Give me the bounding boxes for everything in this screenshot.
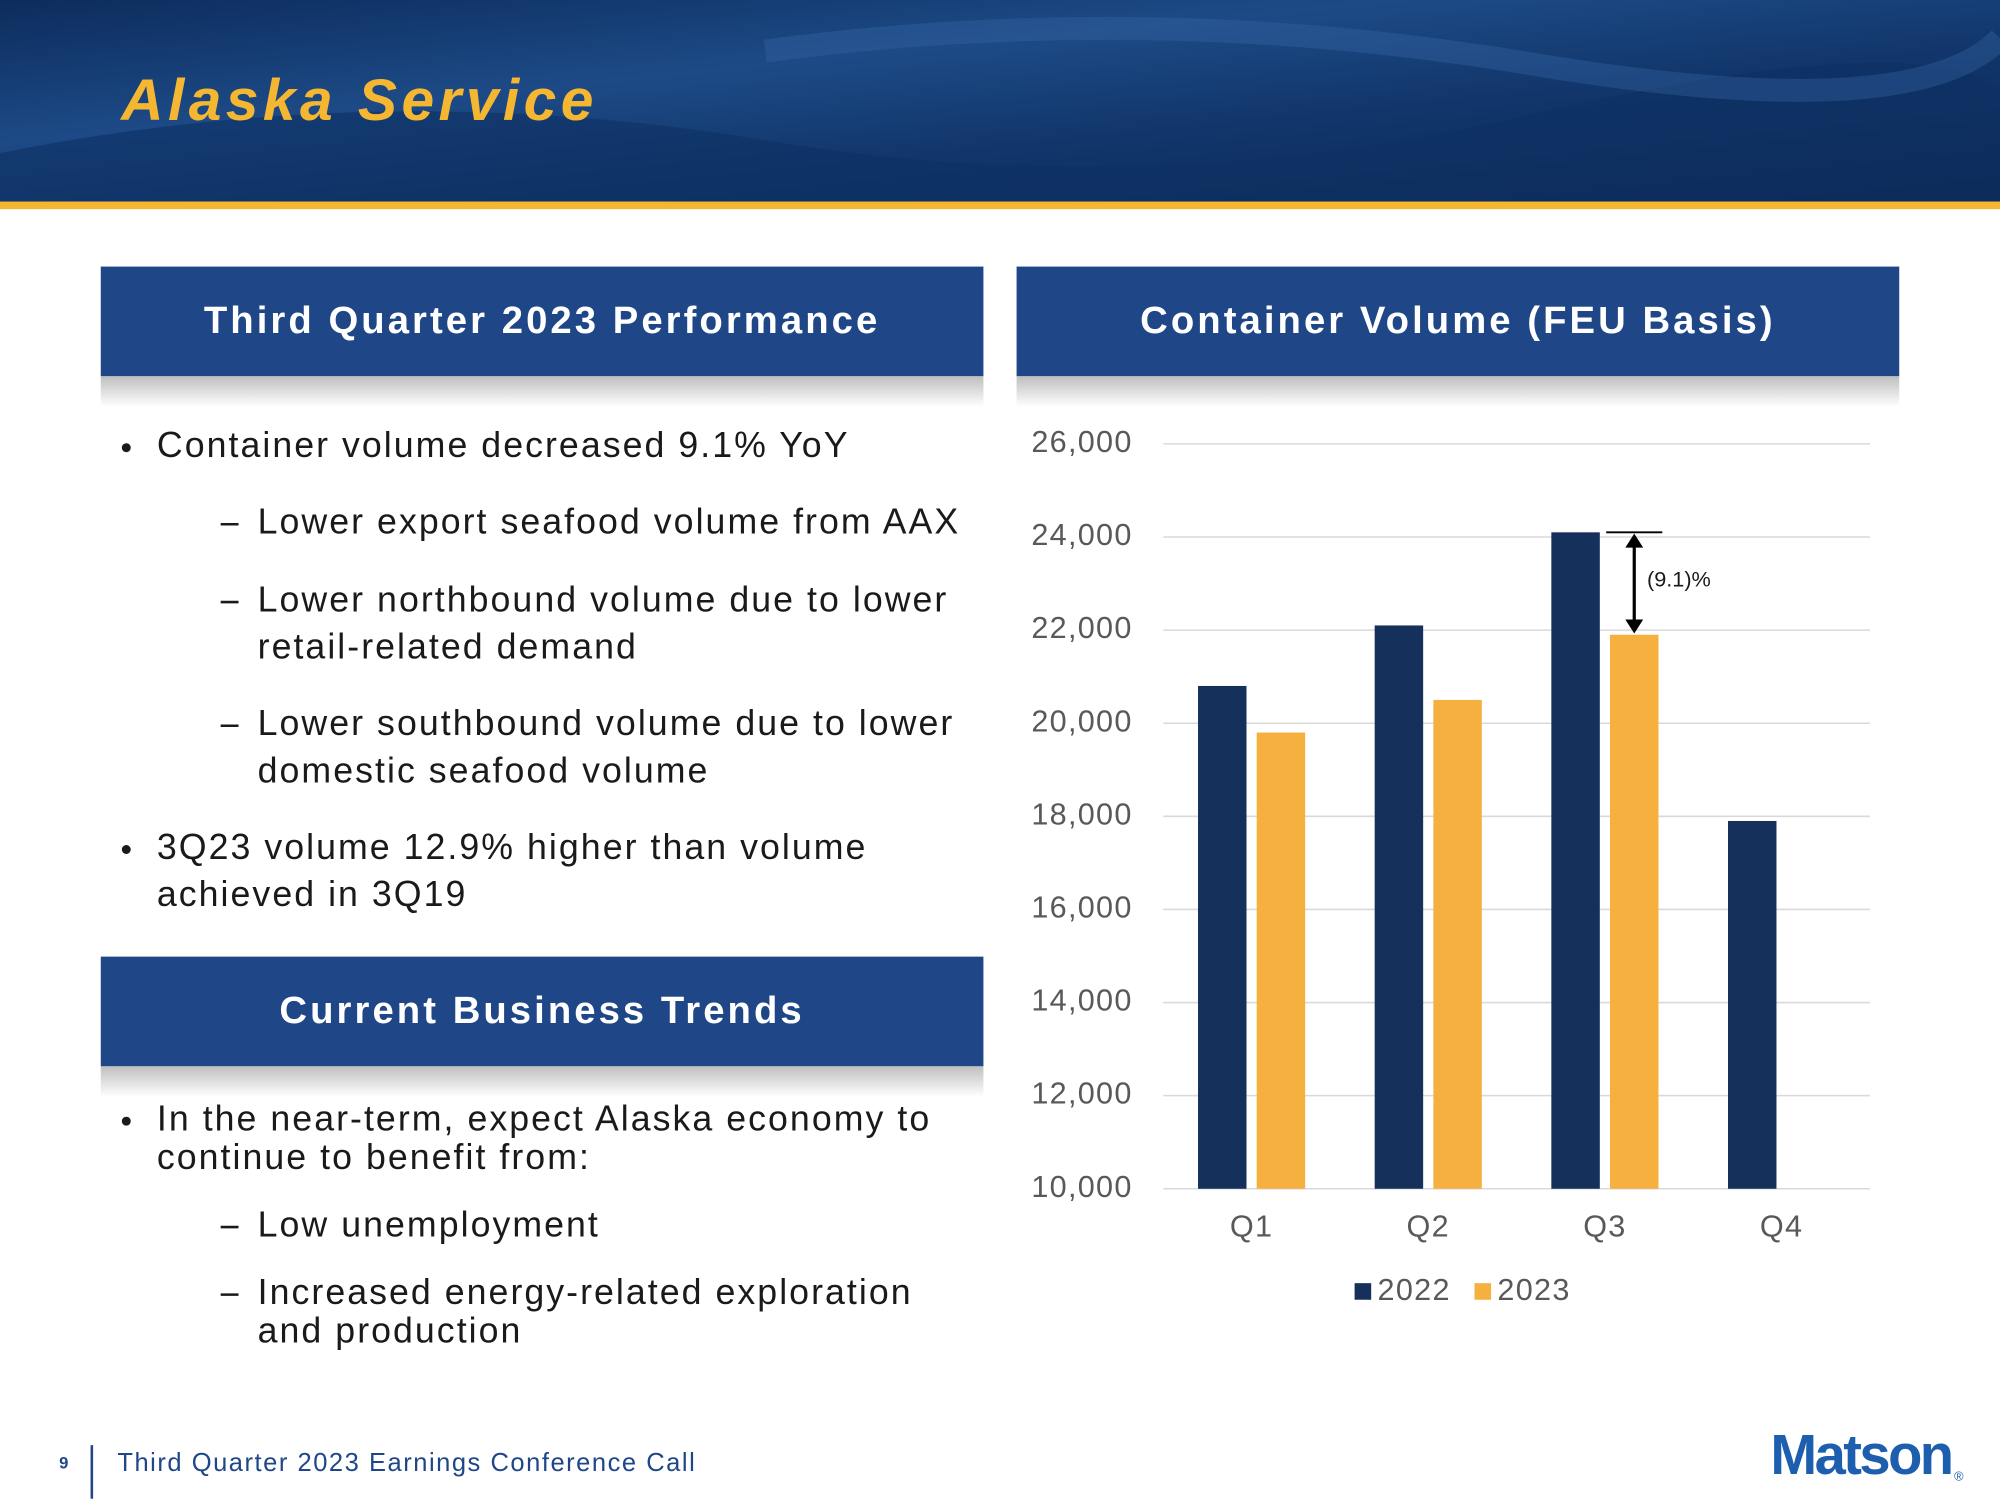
bullet [121,845,131,854]
y-tick-label: 18,000 [1031,797,1132,831]
x-tick-label: Q2 [1407,1209,1450,1243]
y-tick-label: 14,000 [1031,984,1132,1018]
bullet [121,443,131,453]
annotation: (9.1)% [1647,567,1711,592]
panel-shadow [1016,376,1900,407]
gold-rule [0,201,2000,210]
arrow-head [1625,619,1644,634]
bullet-text: retail-related demand [258,627,638,667]
bar [1610,634,1659,1189]
wave [0,62,2000,205]
panel-header [100,266,984,377]
chart-title: Container Volume (FEU Basis) [1140,299,1775,342]
bullet-text: achieved in 3Q19 [157,874,468,914]
bar [1256,732,1306,1189]
y-tick-label: 16,000 [1031,891,1132,925]
y-tick-label: 10,000 [1031,1170,1132,1204]
bullet-text: Increased energy-related exploration [258,1272,913,1312]
panel-title: Current Business Trends [279,989,804,1032]
x-tick-label: Q4 [1760,1209,1803,1243]
bullet-text: 3Q23 volume 12.9% higher than volume [157,827,868,867]
bullet-text: continue to benefit from: [157,1137,591,1177]
bullet-text: domestic seafood volume [258,750,710,790]
legend-label: 2022 [1378,1273,1451,1307]
logo: Matson [1770,1423,1951,1486]
legend-swatch [1474,1283,1492,1300]
bullet [121,1116,131,1126]
bullet-text: and production [258,1310,523,1350]
y-tick-label: 12,000 [1031,1077,1132,1111]
panel-header [100,956,984,1067]
x-tick-label: Q3 [1583,1209,1626,1243]
x-tick-label: Q1 [1230,1209,1273,1243]
bar [1551,532,1600,1189]
arrow-head [1625,533,1644,548]
panel-header [1016,266,1900,377]
bar [1727,820,1777,1189]
bar [1198,685,1247,1189]
y-tick-label: 22,000 [1031,611,1132,645]
page-number: 9 [59,1454,68,1473]
y-tick-label: 26,000 [1031,425,1132,459]
bullet-text: Lower southbound volume due to lower [258,703,955,743]
logo-mark: ® [1954,1468,1964,1483]
panel-title: Third Quarter 2023 Performance [204,299,880,342]
y-tick-label: 24,000 [1031,518,1132,552]
panel-shadow [100,376,984,407]
bullet-text: Lower export seafood volume from AAX [258,502,961,542]
bullet-text: Lower northbound volume due to lower [258,579,949,619]
legend-swatch [1354,1283,1372,1300]
legend-label: 2023 [1497,1273,1570,1307]
bullet-text: In the near-term, expect Alaska economy … [157,1099,931,1139]
y-tick-label: 20,000 [1031,704,1132,738]
wave [763,16,2000,102]
bullet-text: Low unemployment [258,1204,600,1244]
bullet-text: Container volume decreased 9.1% YoY [157,425,850,465]
panel-shadow [100,1066,984,1097]
bar [1374,625,1424,1189]
bar [1433,699,1482,1189]
slide-title: Alaska Service [119,68,598,133]
footer-text: Third Quarter 2023 Earnings Conference C… [117,1449,696,1477]
